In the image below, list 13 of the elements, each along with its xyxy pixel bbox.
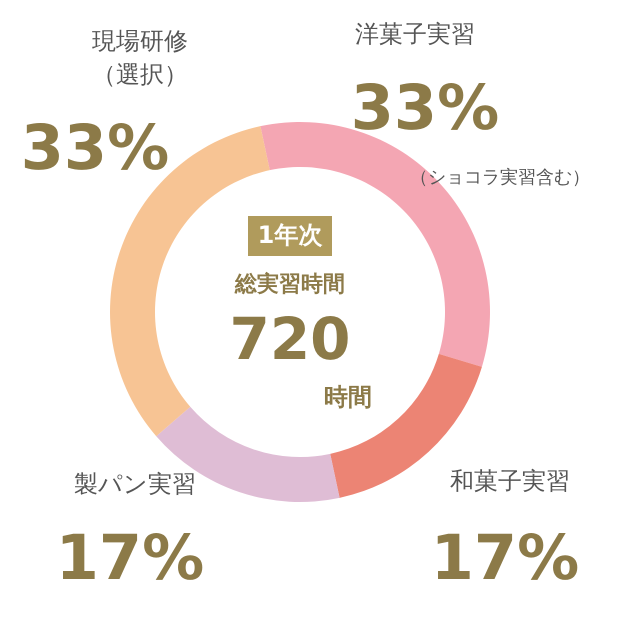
- slice-label: 製パン実習: [74, 470, 196, 498]
- text: 時間: [324, 383, 372, 411]
- text: 720: [229, 305, 351, 373]
- data-label: 17%: [56, 521, 204, 594]
- text: （ショコラ実習含む）: [410, 167, 590, 188]
- slice-label: 洋菓子実習: [355, 20, 475, 48]
- slice-label: 現場研修（選択）: [92, 27, 188, 89]
- data-label: 17%: [430, 521, 580, 594]
- data-label: 33%: [20, 111, 170, 184]
- text: 総実習時間: [234, 271, 345, 297]
- text: 1年次: [258, 221, 324, 249]
- data-label: 33%: [350, 71, 500, 144]
- slice-label: 和菓子実習: [450, 467, 570, 495]
